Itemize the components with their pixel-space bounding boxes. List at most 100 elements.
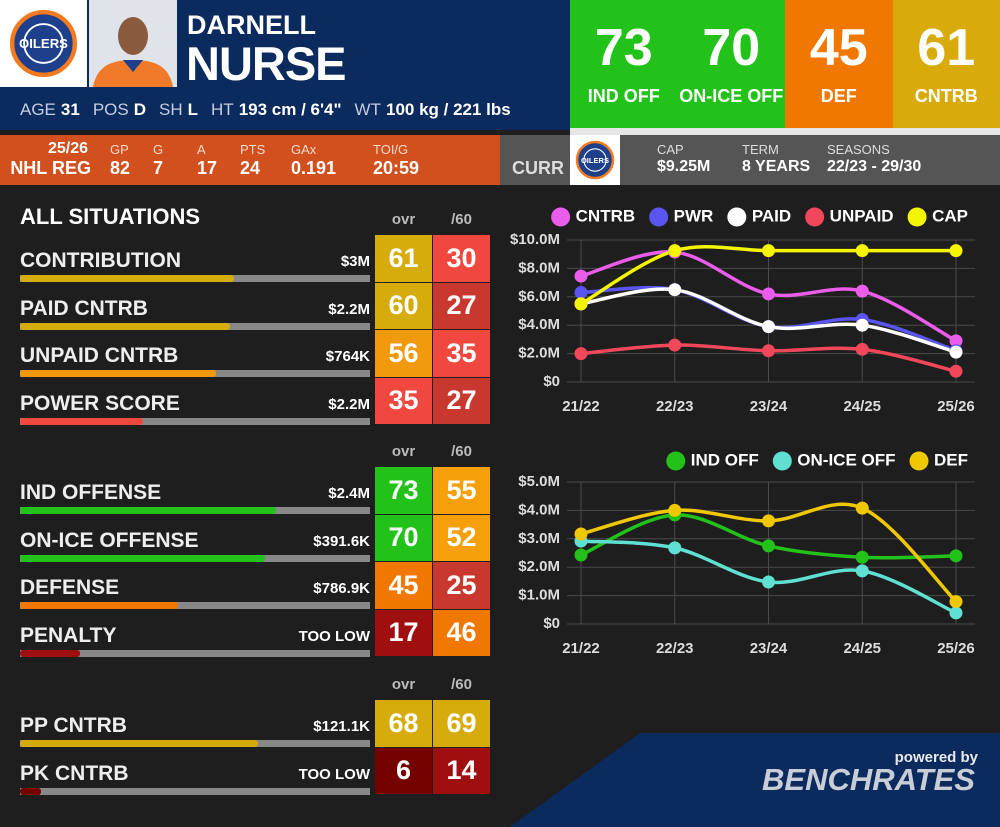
legend-swatch xyxy=(551,207,571,227)
footer-banner xyxy=(510,733,1000,827)
metric-name: UNPAID CNTRB xyxy=(20,344,179,367)
legend-label: UNPAID xyxy=(830,206,894,225)
bio-value: D xyxy=(133,100,147,119)
photo-art xyxy=(93,17,173,87)
series-point xyxy=(855,244,869,258)
x-tick-label: 25/26 xyxy=(937,640,975,657)
rating-box: 61 CNTRB xyxy=(892,0,1000,128)
rating-cell: 52 xyxy=(433,514,490,561)
rating-cell-value: 27 xyxy=(446,290,477,321)
bio-value: 100 kg / 221 lbs xyxy=(385,100,511,119)
rating-cell: 27 xyxy=(433,377,490,424)
metric-amount: $2.2M xyxy=(328,300,370,318)
metric-amount: $2.2M xyxy=(328,395,370,413)
stat-label: PTS xyxy=(240,142,266,157)
bio-label: SH xyxy=(159,100,183,119)
x-tick-label: 24/25 xyxy=(843,398,881,415)
logo-inner xyxy=(583,148,607,172)
rating-bar-track xyxy=(20,554,370,562)
series-point xyxy=(762,244,775,258)
rating-label: CNTRB xyxy=(914,86,978,106)
column-header: /60 xyxy=(451,443,472,460)
series-point xyxy=(855,501,869,515)
rating-cell: 35 xyxy=(433,330,490,377)
rating-label: ON-ICE OFF xyxy=(679,86,784,106)
stat-label: G xyxy=(153,142,164,157)
legend-label: DEF xyxy=(934,450,968,469)
logo-text: OILERS xyxy=(19,36,68,51)
metric-name: PAID CNTRB xyxy=(20,296,148,320)
series-point xyxy=(762,344,775,358)
bio-label: POS xyxy=(92,100,129,119)
legend-label: CNTRB xyxy=(576,206,636,225)
rating-cell: 45 xyxy=(375,562,432,609)
series-point xyxy=(668,244,682,258)
column-header: /60 xyxy=(451,676,472,693)
metric-amount: TOO LOW xyxy=(298,627,370,645)
collar xyxy=(123,60,143,72)
metric-amount: $121.1K xyxy=(313,718,370,735)
rating-cell: 25 xyxy=(433,562,490,609)
rating-cell: 27 xyxy=(433,282,490,329)
rating-cell-value: 68 xyxy=(388,707,419,738)
rating-cell-value: 69 xyxy=(446,707,477,738)
y-tick-label: $4.0M xyxy=(518,316,560,333)
series-point xyxy=(574,269,588,283)
team-logo: OILERS xyxy=(575,140,615,180)
rating-cell-value: 27 xyxy=(446,385,477,416)
stat-value: 82 xyxy=(110,158,131,178)
x-tick-label: 25/26 xyxy=(937,398,975,415)
series-point xyxy=(668,541,682,555)
metric-name: DEFENSE xyxy=(20,576,120,599)
stat-label: GP xyxy=(110,142,129,157)
legend-label: IND OFF xyxy=(691,450,759,469)
series-point xyxy=(949,334,963,348)
rating-cell: 46 xyxy=(433,609,490,656)
legend-swatch xyxy=(727,207,747,227)
rating-value: 61 xyxy=(917,19,976,77)
x-tick-label: 22/23 xyxy=(656,640,694,657)
first-name: DARNELL xyxy=(187,10,316,40)
rating-bar xyxy=(20,370,216,377)
rating-bar xyxy=(20,649,80,657)
series-point xyxy=(949,244,963,258)
x-tick-label: 23/24 xyxy=(750,398,788,415)
bio-label: HT xyxy=(211,100,234,119)
footer-brand: BENCHRATES xyxy=(762,762,975,797)
rating-cell-value: 25 xyxy=(446,569,477,600)
rating-bar-track xyxy=(20,787,370,795)
rating-bar-track xyxy=(20,740,370,747)
rating-bar xyxy=(20,602,178,609)
contract-label: CURR xyxy=(512,158,564,178)
bio-value: L xyxy=(187,100,199,119)
rating-value: 73 xyxy=(594,19,653,77)
rating-box: 73 IND OFF xyxy=(570,0,678,128)
ratings-strip xyxy=(570,128,1000,135)
series-point xyxy=(574,286,588,300)
rating-cell: 56 xyxy=(375,330,432,377)
rating-bar xyxy=(20,507,276,514)
metric-name: PP CNTRB xyxy=(20,714,127,737)
y-tick-label: $5.0M xyxy=(518,473,560,490)
rating-cell: 60 xyxy=(375,282,432,329)
stat-value: 7 xyxy=(153,158,164,178)
rating-bar xyxy=(20,787,41,795)
series-point xyxy=(855,564,869,578)
series-point xyxy=(762,539,775,553)
metric-amount: $391.6K xyxy=(313,532,370,550)
series-point xyxy=(574,527,588,541)
series-point xyxy=(668,338,682,352)
legend-swatch xyxy=(909,451,929,471)
series-point xyxy=(762,514,775,528)
y-tick-label: $0 xyxy=(543,615,560,632)
x-tick-label: 24/25 xyxy=(843,640,881,657)
series-point xyxy=(668,503,682,517)
series-point xyxy=(668,283,682,297)
rating-cell: 61 xyxy=(375,235,432,282)
contract-item-value: $9.25M xyxy=(657,158,711,175)
logo-ring xyxy=(575,140,615,180)
metric-name: ON-ICE OFFENSE xyxy=(20,528,199,552)
series-point xyxy=(855,318,869,332)
y-tick-label: $8.0M xyxy=(518,259,560,276)
